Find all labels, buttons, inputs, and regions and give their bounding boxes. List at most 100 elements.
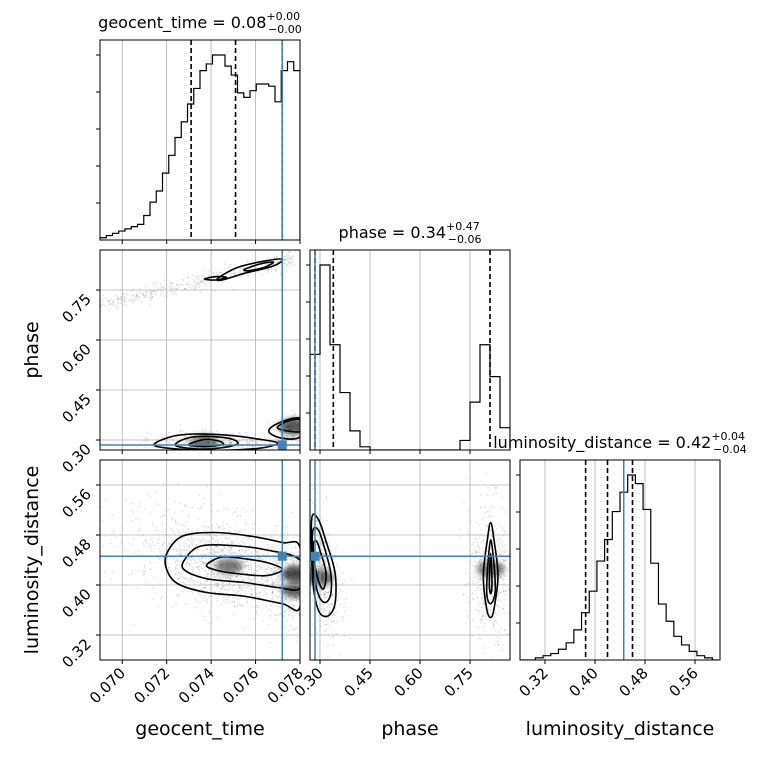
sample-point: [178, 552, 180, 555]
sample-point: [336, 599, 339, 601]
sample-point: [476, 565, 478, 568]
title-minus: −0.04: [713, 443, 747, 456]
sample-point: [177, 571, 180, 574]
sample-point: [168, 566, 170, 569]
sample-point: [247, 442, 249, 445]
sample-point: [196, 528, 199, 530]
sample-point: [312, 611, 314, 613]
sample-point: [500, 600, 503, 602]
sample-point: [197, 278, 200, 281]
sample-point: [276, 557, 278, 559]
sample-point: [163, 543, 165, 545]
sample-point: [304, 512, 306, 514]
sample-point: [511, 592, 513, 594]
sample-point: [324, 560, 327, 563]
sample-point: [338, 569, 340, 571]
sample-point: [136, 292, 139, 294]
sample-point: [293, 563, 296, 566]
sample-point: [324, 596, 326, 599]
sample-point: [333, 561, 336, 564]
sample-point: [304, 529, 306, 531]
sample-point: [185, 546, 188, 548]
sample-point: [224, 589, 227, 592]
sample-point: [217, 528, 219, 531]
sample-point: [227, 595, 230, 597]
sample-point: [150, 433, 152, 435]
sample-point: [221, 576, 223, 579]
sample-point: [255, 612, 258, 614]
sample-point: [303, 585, 305, 587]
sample-point: [117, 301, 119, 303]
sample-point: [226, 589, 229, 592]
sample-point: [166, 545, 169, 547]
sample-point: [320, 567, 323, 570]
sample-point: [501, 577, 503, 579]
sample-point: [502, 579, 504, 581]
sample-point: [161, 531, 164, 533]
sample-point: [242, 571, 244, 574]
sample-point: [283, 578, 285, 581]
sample-point: [265, 264, 267, 266]
sample-point: [291, 558, 293, 561]
sample-point: [487, 511, 490, 513]
sample-point: [201, 556, 203, 559]
sample-point: [285, 526, 287, 528]
sample-point: [302, 492, 304, 494]
sample-point: [222, 521, 224, 524]
sample-point: [189, 451, 191, 453]
sample-point: [272, 442, 275, 444]
sample-point: [185, 549, 188, 552]
sample-point: [216, 585, 218, 587]
sample-point: [278, 575, 280, 578]
sample-point: [117, 546, 119, 548]
sample-point: [158, 558, 161, 561]
sample-point: [174, 500, 177, 503]
sample-point: [187, 578, 189, 581]
sample-point: [276, 255, 278, 258]
sample-point: [181, 510, 184, 513]
sample-point: [333, 595, 336, 598]
sample-point: [179, 560, 181, 562]
sample-point: [303, 538, 305, 540]
sample-point: [244, 549, 247, 552]
sample-point: [175, 603, 178, 606]
sample-point: [267, 268, 270, 271]
sample-point: [273, 557, 276, 560]
sample-point: [241, 541, 244, 543]
sample-point: [479, 578, 481, 580]
sample-point: [513, 570, 515, 572]
sample-point: [301, 580, 303, 582]
sample-point: [264, 535, 267, 538]
sample-point: [487, 486, 489, 489]
sample-point: [230, 272, 232, 275]
sample-point: [219, 528, 221, 530]
sample-point: [282, 436, 285, 438]
sample-point: [183, 434, 186, 437]
sample-point: [276, 597, 279, 599]
sample-point: [161, 553, 163, 556]
sample-point: [144, 296, 146, 298]
sample-point: [170, 290, 172, 293]
sample-point: [468, 601, 470, 603]
sample-point: [279, 272, 282, 275]
sample-point: [493, 581, 495, 584]
sample-point: [260, 558, 263, 561]
sample-point: [288, 629, 291, 632]
sample-point: [304, 515, 306, 517]
sample-point: [269, 558, 271, 560]
sample-point: [150, 294, 152, 297]
sample-point: [224, 575, 227, 578]
sample-point: [179, 283, 182, 286]
sample-point: [305, 507, 307, 509]
sample-point: [245, 523, 247, 525]
sample-point: [271, 583, 273, 585]
sample-point: [275, 525, 277, 528]
sample-point: [225, 442, 228, 444]
sample-point: [151, 597, 154, 600]
sample-point: [246, 260, 249, 263]
sample-point: [301, 524, 303, 526]
sample-point: [145, 294, 148, 297]
sample-point: [249, 579, 252, 581]
sample-point: [280, 430, 282, 433]
sample-point: [167, 481, 169, 483]
